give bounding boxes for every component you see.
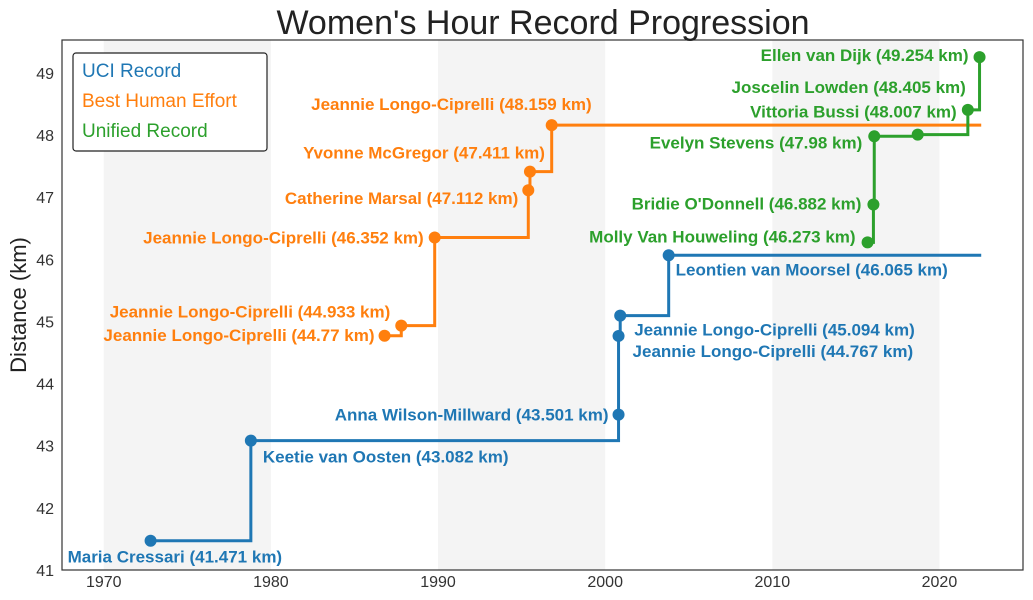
y-axis-label: Distance (km) bbox=[6, 237, 31, 373]
data-label: Evelyn Stevens (47.98 km) bbox=[650, 133, 863, 152]
x-tick-label: 1970 bbox=[86, 574, 122, 591]
data-label: Jeannie Longo-Ciprelli (48.159 km) bbox=[311, 95, 592, 114]
data-point bbox=[523, 165, 536, 178]
data-point bbox=[428, 231, 441, 244]
data-point bbox=[911, 128, 924, 141]
data-point bbox=[662, 249, 675, 262]
y-axis-ticks: 41 42 43 44 45 46 47 48 49 bbox=[36, 66, 54, 580]
y-tick-label: 45 bbox=[36, 314, 54, 331]
data-point bbox=[378, 329, 391, 342]
data-label: Jeannie Longo-Ciprelli (44.77 km) bbox=[103, 326, 374, 345]
x-tick-label: 2010 bbox=[755, 574, 791, 591]
data-point bbox=[861, 236, 874, 249]
legend-entry-unified: Unified Record bbox=[82, 121, 208, 142]
data-label: Catherine Marsal (47.112 km) bbox=[285, 189, 518, 208]
point-labels: Maria Cressari (41.471 km) Keetie van Oos… bbox=[68, 46, 969, 567]
data-point bbox=[545, 119, 558, 132]
data-label: Jeannie Longo-Ciprelli (44.767 km) bbox=[633, 342, 914, 361]
data-label: Jeannie Longo-Ciprelli (46.352 km) bbox=[143, 228, 424, 247]
data-point bbox=[612, 408, 625, 421]
data-label: Bridie O'Donnell (46.882 km) bbox=[632, 195, 862, 214]
plot-frame bbox=[61, 39, 1024, 571]
series-group bbox=[144, 51, 986, 547]
decade-band bbox=[772, 40, 940, 570]
data-point bbox=[973, 51, 986, 64]
data-label: Keetie van Oosten (43.082 km) bbox=[263, 448, 509, 467]
legend-box bbox=[72, 52, 268, 152]
legend-entry-best-human: Best Human Effort bbox=[82, 91, 238, 112]
x-tick-label: 2000 bbox=[587, 574, 623, 591]
x-tick-label: 1980 bbox=[253, 574, 289, 591]
y-tick-label: 46 bbox=[36, 252, 54, 269]
x-tick-label: 1990 bbox=[420, 574, 456, 591]
data-point bbox=[395, 319, 408, 332]
legend-entry-uci: UCI Record bbox=[82, 61, 181, 82]
data-label: Vittoria Bussi (48.007 km) bbox=[750, 103, 957, 122]
data-point bbox=[961, 103, 974, 116]
y-tick-label: 43 bbox=[36, 439, 54, 456]
data-point bbox=[614, 309, 627, 322]
y-tick-label: 47 bbox=[36, 190, 54, 207]
y-tick-label: 48 bbox=[36, 128, 54, 145]
data-label: Anna Wilson-Millward (43.501 km) bbox=[335, 406, 609, 425]
data-label: Ellen van Dijk (49.254 km) bbox=[761, 46, 969, 65]
data-point bbox=[612, 329, 625, 342]
data-point bbox=[244, 434, 257, 447]
y-tick-label: 44 bbox=[36, 377, 54, 394]
data-label: Jeannie Longo-Ciprelli (45.094 km) bbox=[634, 321, 915, 340]
x-axis-ticks: 1970 1980 1990 2000 2010 2020 bbox=[86, 574, 957, 591]
x-tick-label: 2020 bbox=[922, 574, 958, 591]
data-point bbox=[144, 534, 157, 547]
y-tick-label: 42 bbox=[36, 501, 54, 518]
data-point bbox=[868, 130, 881, 143]
y-tick-label: 49 bbox=[36, 66, 54, 83]
decade-band bbox=[438, 40, 606, 570]
data-point bbox=[867, 198, 880, 211]
chart-title: Women's Hour Record Progression bbox=[276, 4, 809, 42]
data-label: Yvonne McGregor (47.411 km) bbox=[303, 144, 545, 163]
legend: UCI Record Best Human Effort Unified Rec… bbox=[72, 52, 268, 152]
data-label: Joscelin Lowden (48.405 km) bbox=[732, 78, 966, 97]
data-label: Maria Cressari (41.471 km) bbox=[68, 548, 283, 567]
data-label: Leontien van Moorsel (46.065 km) bbox=[676, 260, 948, 279]
data-label: Molly Van Houweling (46.273 km) bbox=[589, 227, 855, 246]
data-point bbox=[522, 184, 535, 197]
y-tick-label: 41 bbox=[36, 563, 54, 580]
data-label: Jeannie Longo-Ciprelli (44.933 km) bbox=[110, 303, 391, 322]
